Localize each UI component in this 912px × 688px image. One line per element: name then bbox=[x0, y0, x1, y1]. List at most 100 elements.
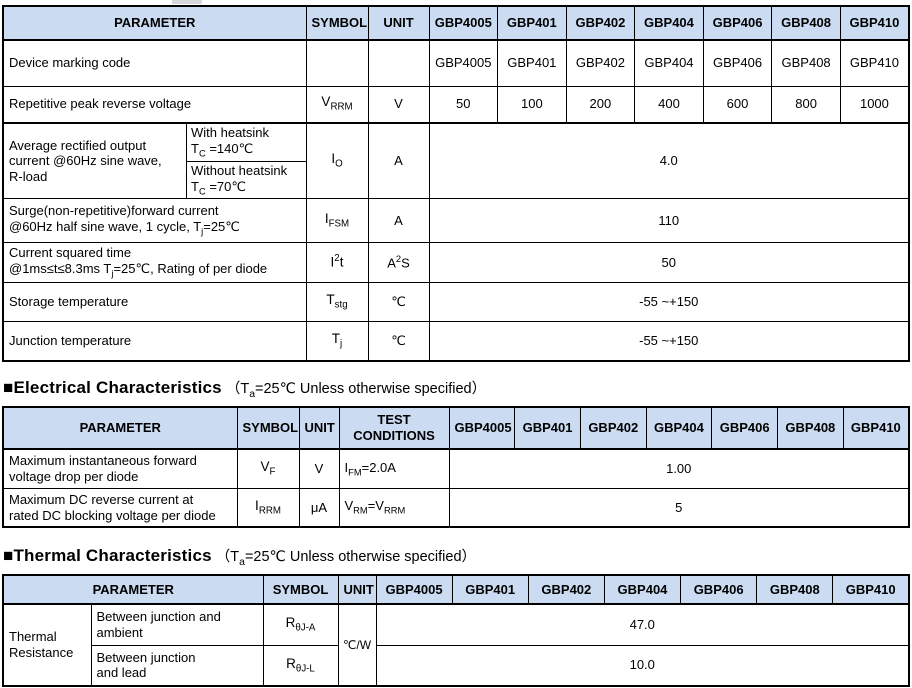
parameter-cell: Average rectified output current @60Hz s… bbox=[2, 122, 307, 199]
symbol-column-header: SYMBOL bbox=[262, 574, 339, 606]
device-column-header: GBP406 bbox=[680, 574, 758, 606]
device-column-header: GBP408 bbox=[771, 5, 841, 41]
rating-value-cell: 1000 bbox=[839, 85, 910, 124]
i2t-parameter-line2: @1ms≤t≤8.3ms Tj=25℃, Rating of per diode bbox=[9, 260, 268, 279]
parameter-cell: Between junction and ambient bbox=[90, 603, 264, 646]
electrical-characteristics-table: PARAMETER SYMBOL UNIT TEST CONDITIONS GB… bbox=[2, 406, 910, 529]
rating-value-cell: 50 bbox=[428, 85, 499, 124]
rating-value-cell: -55 ~+150 bbox=[428, 281, 910, 322]
symbol-column-header: SYMBOL bbox=[236, 406, 300, 451]
parameter-cell: Repetitive peak reverse voltage bbox=[2, 85, 307, 124]
parameter-cell: Between junction and lead bbox=[90, 644, 264, 687]
device-column-header: GBP404 bbox=[603, 574, 682, 606]
device-value-cell: GBP406 bbox=[702, 39, 773, 87]
device-column-header: GBP4005 bbox=[448, 406, 516, 451]
unit-cell bbox=[367, 39, 430, 87]
device-column-header: GBP402 bbox=[527, 574, 605, 606]
symbol-cell: IRRM bbox=[236, 487, 300, 528]
device-column-header: GBP408 bbox=[777, 406, 844, 451]
ifsm-parameter-line2: @60Hz half sine wave, 1 cycle, Tj=25℃ bbox=[9, 218, 240, 237]
symbol-cell: I2t bbox=[305, 242, 369, 283]
thermal-section-condition: （Ta=25℃ Unless otherwise specified） bbox=[215, 549, 477, 569]
device-column-header: GBP4005 bbox=[375, 574, 453, 606]
device-value-cell: GBP404 bbox=[634, 39, 704, 87]
with-heatsink-label: With heatsink bbox=[191, 125, 270, 140]
i2t-row: Current squared time @1ms≤t≤8.3ms Tj=25℃… bbox=[2, 242, 910, 283]
without-heatsink-condition: TC =70℃ bbox=[191, 178, 246, 197]
device-column-header: GBP410 bbox=[832, 574, 910, 606]
vf-row: Maximum instantaneous forward voltage dr… bbox=[2, 448, 910, 489]
table-header-row: PARAMETER SYMBOL UNIT GBP4005 GBP401 GBP… bbox=[2, 5, 910, 41]
parameter-cell: Junction temperature bbox=[2, 320, 307, 362]
symbol-cell: IFSM bbox=[305, 198, 369, 243]
device-value-cell: GBP4005 bbox=[428, 39, 499, 87]
electrical-section-title: ■Electrical Characteristics bbox=[3, 378, 222, 398]
parameter-column-header: PARAMETER bbox=[2, 406, 238, 451]
irrm-row: Maximum DC reverse current at rated DC b… bbox=[2, 487, 910, 528]
rthjl-row: Between junction and lead RθJ-L 10.0 bbox=[3, 644, 910, 687]
io-row: Average rectified output current @60Hz s… bbox=[2, 122, 910, 199]
device-column-header: GBP404 bbox=[645, 406, 713, 451]
device-marking-row: Device marking code GBP4005 GBP401 GBP40… bbox=[2, 39, 910, 87]
parameter-cell: Surge(non-repetitive)forward current @60… bbox=[2, 198, 307, 243]
rating-value-cell: 50 bbox=[428, 242, 910, 283]
parameter-cell: Current squared time @1ms≤t≤8.3ms Tj=25℃… bbox=[2, 242, 307, 283]
device-column-header: GBP408 bbox=[756, 574, 834, 606]
device-column-header: GBP406 bbox=[711, 406, 779, 451]
rating-value-cell: 600 bbox=[702, 85, 773, 124]
parameter-column-header: PARAMETER bbox=[2, 5, 307, 41]
table-header-row: PARAMETER SYMBOL UNIT GBP4005 GBP401 GBP… bbox=[2, 574, 910, 606]
parameter-cell: Maximum DC reverse current at rated DC b… bbox=[2, 487, 238, 528]
rating-value-cell: 10.0 bbox=[375, 644, 910, 687]
symbol-cell: IO bbox=[305, 122, 369, 199]
symbol-cell: Tj bbox=[305, 320, 369, 362]
scan-artifact bbox=[172, 0, 202, 4]
device-column-header: GBP401 bbox=[451, 574, 529, 606]
rating-value-cell: 4.0 bbox=[428, 122, 910, 199]
tj-row: Junction temperature Tj ℃ -55 ~+150 bbox=[2, 320, 910, 362]
rating-value-cell: 47.0 bbox=[375, 603, 910, 646]
rating-value-cell: 200 bbox=[565, 85, 636, 124]
rating-value-cell: 110 bbox=[428, 198, 910, 243]
with-heatsink-subcell: With heatsink TC =140℃ bbox=[186, 124, 305, 162]
maximum-ratings-table: PARAMETER SYMBOL UNIT GBP4005 GBP401 GBP… bbox=[2, 5, 910, 363]
rating-value-cell: 100 bbox=[497, 85, 567, 124]
device-column-header: GBP402 bbox=[579, 406, 647, 451]
symbol-column-header: SYMBOL bbox=[305, 5, 369, 41]
unit-cell: A bbox=[367, 198, 430, 243]
symbol-cell: Tstg bbox=[305, 281, 369, 322]
ifsm-parameter-line1: Surge(non-repetitive)forward current bbox=[9, 203, 219, 219]
unit-cell: ℃/W bbox=[337, 603, 377, 687]
unit-cell: A bbox=[367, 122, 430, 199]
device-value-cell: GBP401 bbox=[497, 39, 567, 87]
device-column-header: GBP404 bbox=[634, 5, 704, 41]
device-column-header: GBP401 bbox=[497, 5, 567, 41]
device-column-header: GBP410 bbox=[842, 406, 910, 451]
thermal-section-heading: ■Thermal Characteristics （Ta=25℃ Unless o… bbox=[3, 545, 910, 568]
test-conditions-cell: VRM=VRRM bbox=[338, 487, 450, 528]
rating-value-cell: -55 ~+150 bbox=[428, 320, 910, 362]
rating-value-cell: 400 bbox=[634, 85, 704, 124]
unit-cell: ℃ bbox=[367, 281, 430, 322]
unit-cell: V bbox=[367, 85, 430, 124]
tstg-row: Storage temperature Tstg ℃ -55 ~+150 bbox=[2, 281, 910, 322]
symbol-cell: RθJ-A bbox=[262, 603, 339, 646]
parameter-cell: Storage temperature bbox=[2, 281, 307, 322]
device-column-header: GBP406 bbox=[702, 5, 773, 41]
with-heatsink-condition: TC =140℃ bbox=[191, 140, 254, 159]
parameter-cell: Device marking code bbox=[2, 39, 307, 87]
vrrm-row: Repetitive peak reverse voltage VRRM V 5… bbox=[2, 85, 910, 124]
symbol-cell: VF bbox=[236, 448, 300, 489]
table-header-row: PARAMETER SYMBOL UNIT TEST CONDITIONS GB… bbox=[2, 406, 910, 451]
test-conditions-column-header: TEST CONDITIONS bbox=[338, 406, 450, 451]
device-column-header: GBP401 bbox=[514, 406, 581, 451]
ifsm-row: Surge(non-repetitive)forward current @60… bbox=[2, 198, 910, 243]
rating-value-cell: 5 bbox=[448, 487, 910, 528]
io-split-cell: Average rectified output current @60Hz s… bbox=[4, 124, 305, 198]
io-parameter-label: Average rectified output current @60Hz s… bbox=[9, 137, 162, 185]
unit-column-header: UNIT bbox=[367, 5, 430, 41]
device-value-cell: GBP408 bbox=[771, 39, 841, 87]
unit-cell: A2S bbox=[367, 242, 430, 283]
unit-column-header: UNIT bbox=[298, 406, 340, 451]
